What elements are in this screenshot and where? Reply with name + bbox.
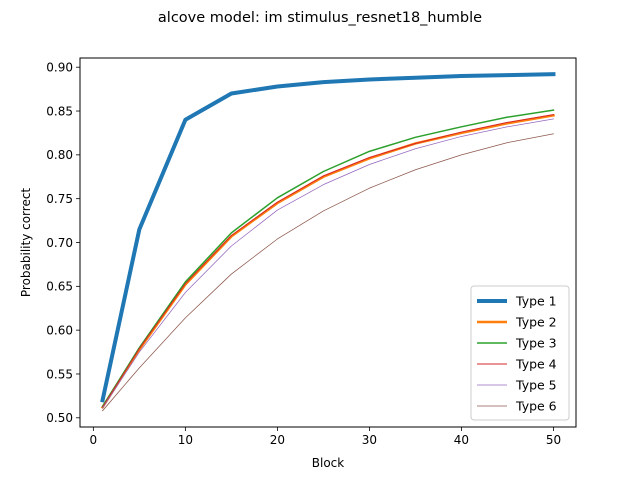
- y-tick-label: 0.60: [46, 323, 73, 337]
- y-axis-label: Probability correct: [19, 188, 33, 298]
- y-tick-label: 0.65: [46, 280, 73, 294]
- y-tick-label: 0.90: [46, 61, 73, 75]
- legend-label-type-6: Type 6: [515, 399, 557, 414]
- series-line-type-3: [101, 109, 555, 408]
- series-line-type-2: [100, 113, 555, 410]
- series-line-type-1: [100, 72, 556, 403]
- y-tick-label: 0.85: [46, 104, 73, 118]
- x-tick-label: 10: [178, 433, 193, 447]
- x-tick-label: 50: [546, 433, 561, 447]
- legend-label-type-5: Type 5: [515, 378, 557, 393]
- y-tick-label: 0.75: [46, 192, 73, 206]
- y-tick-label: 0.55: [46, 367, 73, 381]
- y-tick-label: 0.50: [46, 411, 73, 425]
- chart-title: alcove model: im stimulus_resnet18_humbl…: [158, 10, 482, 26]
- legend-label-type-2: Type 2: [515, 315, 557, 330]
- y-axis: 0.50 0.55 0.60 0.65 0.70 0.75 0.80 0.85 0.90: [46, 61, 80, 425]
- series-line-type-6: [102, 133, 554, 412]
- x-axis-label: Block: [312, 456, 345, 470]
- legend-label-type-3: Type 3: [515, 336, 557, 351]
- x-tick-label: 0: [90, 433, 98, 447]
- legend-label-type-1: Type 1: [515, 294, 557, 309]
- legend-box: [470, 285, 570, 421]
- x-axis: 0 10 20 30 40 50: [90, 427, 561, 447]
- series-line-type-4: [101, 113, 555, 408]
- x-tick-label: 40: [454, 433, 469, 447]
- legend-label-type-4: Type 4: [515, 357, 557, 372]
- x-tick-label: 30: [362, 433, 377, 447]
- x-tick-label: 20: [270, 433, 285, 447]
- series-line-type-5: [102, 118, 554, 409]
- legend: Type 1 Type 2 Type 3 Type 4 Type 5 Type 6: [470, 285, 570, 421]
- y-tick-label: 0.70: [46, 236, 73, 250]
- y-tick-label: 0.80: [46, 148, 73, 162]
- plot-area: [100, 72, 556, 412]
